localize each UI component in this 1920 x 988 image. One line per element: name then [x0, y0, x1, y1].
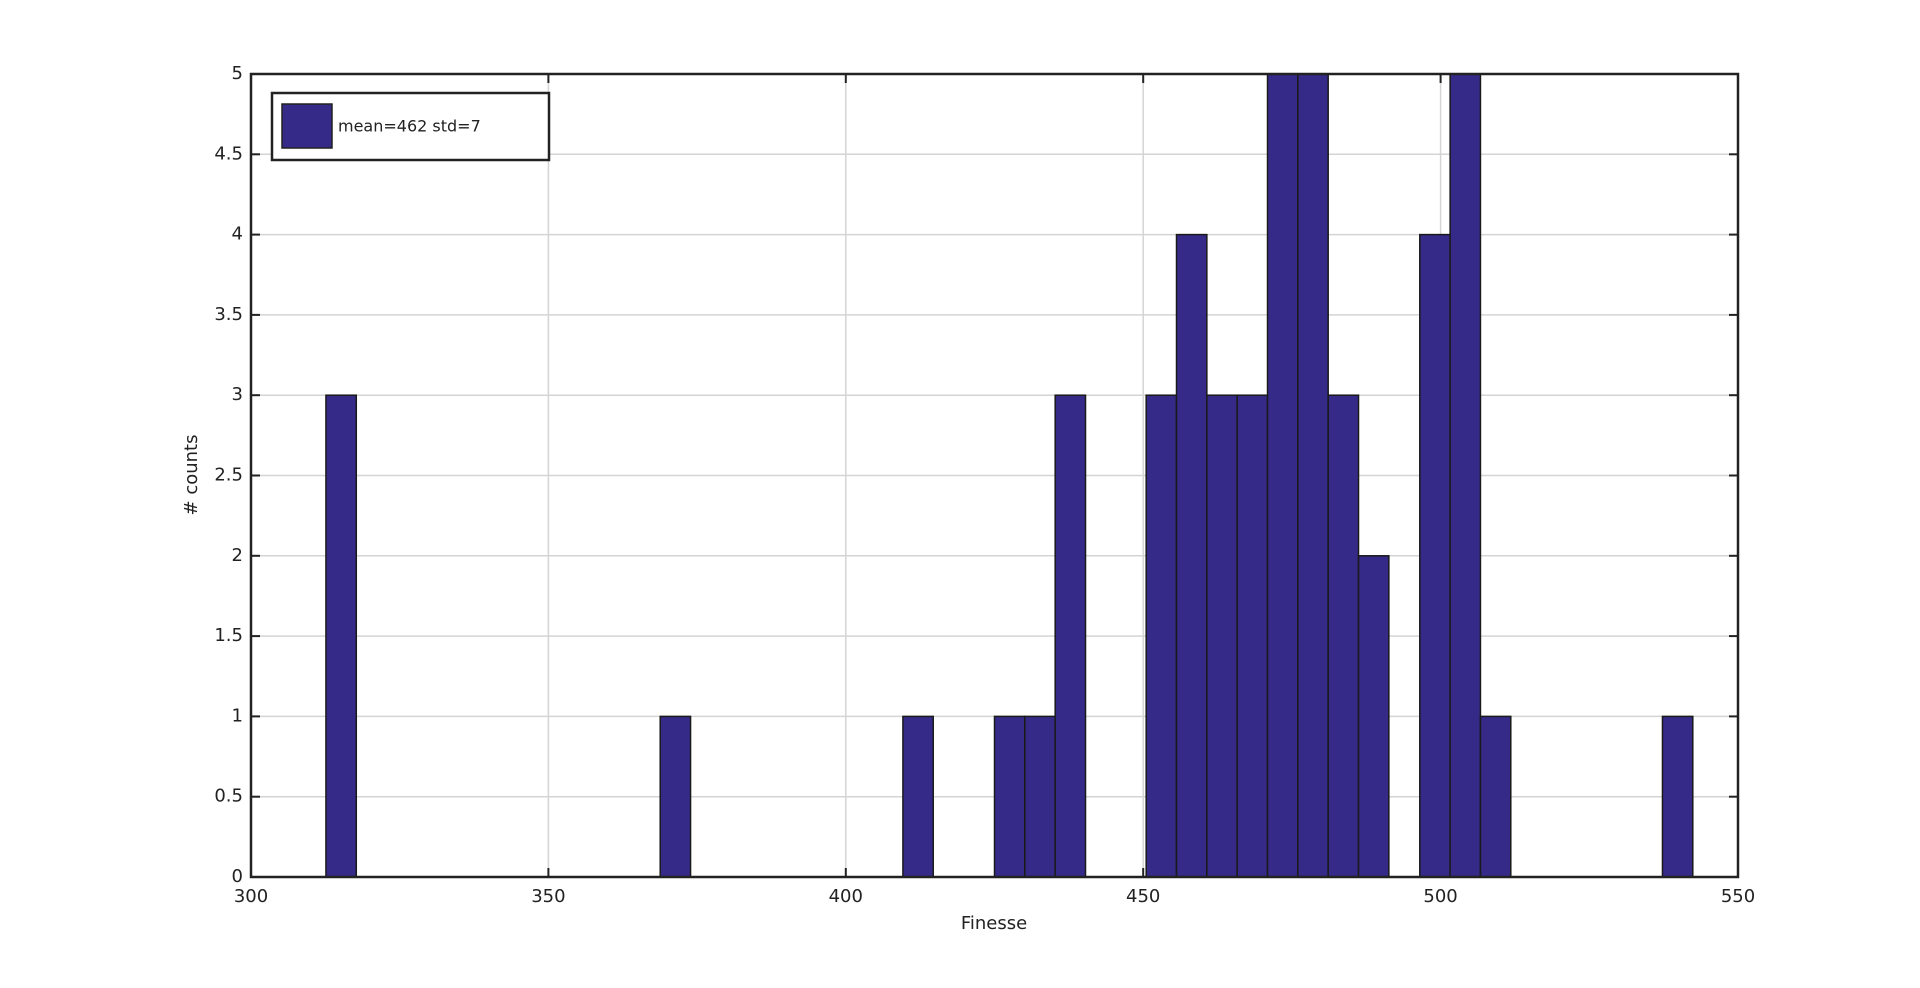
- y-tick-label: 4.5: [214, 143, 243, 164]
- bar: [325, 394, 358, 878]
- bar: [1297, 73, 1329, 878]
- bar: [659, 715, 692, 878]
- bar: [1054, 394, 1087, 878]
- bar: [902, 715, 934, 878]
- y-tick-label: 2.5: [214, 465, 243, 486]
- y-tick-label: 3.5: [214, 304, 243, 325]
- legend-label: mean=462 std=7: [338, 117, 481, 136]
- y-tick-label: 2: [232, 545, 243, 566]
- bar: [1145, 394, 1178, 878]
- bar: [1449, 73, 1482, 878]
- bar: [1357, 555, 1390, 878]
- y-tick-label: 1.5: [214, 625, 243, 646]
- bar: [1327, 394, 1360, 878]
- y-tick-label: 0: [232, 866, 243, 887]
- bar: [993, 715, 1026, 878]
- x-tick-label: 300: [234, 886, 268, 907]
- y-tick-label: 0.5: [214, 786, 243, 807]
- bar: [1024, 715, 1056, 878]
- axes-box: [249, 72, 1740, 879]
- bar: [1175, 233, 1208, 878]
- x-tick-label: 500: [1423, 886, 1457, 907]
- bar: [1479, 715, 1512, 878]
- bar: [1266, 73, 1299, 878]
- x-axis-label: Finesse: [961, 913, 1027, 934]
- bar: [1206, 394, 1238, 878]
- x-tick-label: 450: [1126, 886, 1160, 907]
- y-tick-label: 3: [232, 384, 243, 405]
- x-tick-label: 400: [829, 886, 863, 907]
- y-tick-label: 1: [232, 705, 243, 726]
- bar: [1661, 715, 1694, 878]
- y-axis-label: # counts: [181, 435, 202, 516]
- bar: [1419, 233, 1451, 878]
- y-tick-label: 4: [232, 224, 243, 245]
- x-tick-label: 350: [531, 886, 565, 907]
- x-tick-label: 550: [1721, 886, 1755, 907]
- bar: [1236, 394, 1269, 878]
- legend-swatch: [281, 103, 333, 149]
- y-tick-label: 5: [232, 63, 243, 84]
